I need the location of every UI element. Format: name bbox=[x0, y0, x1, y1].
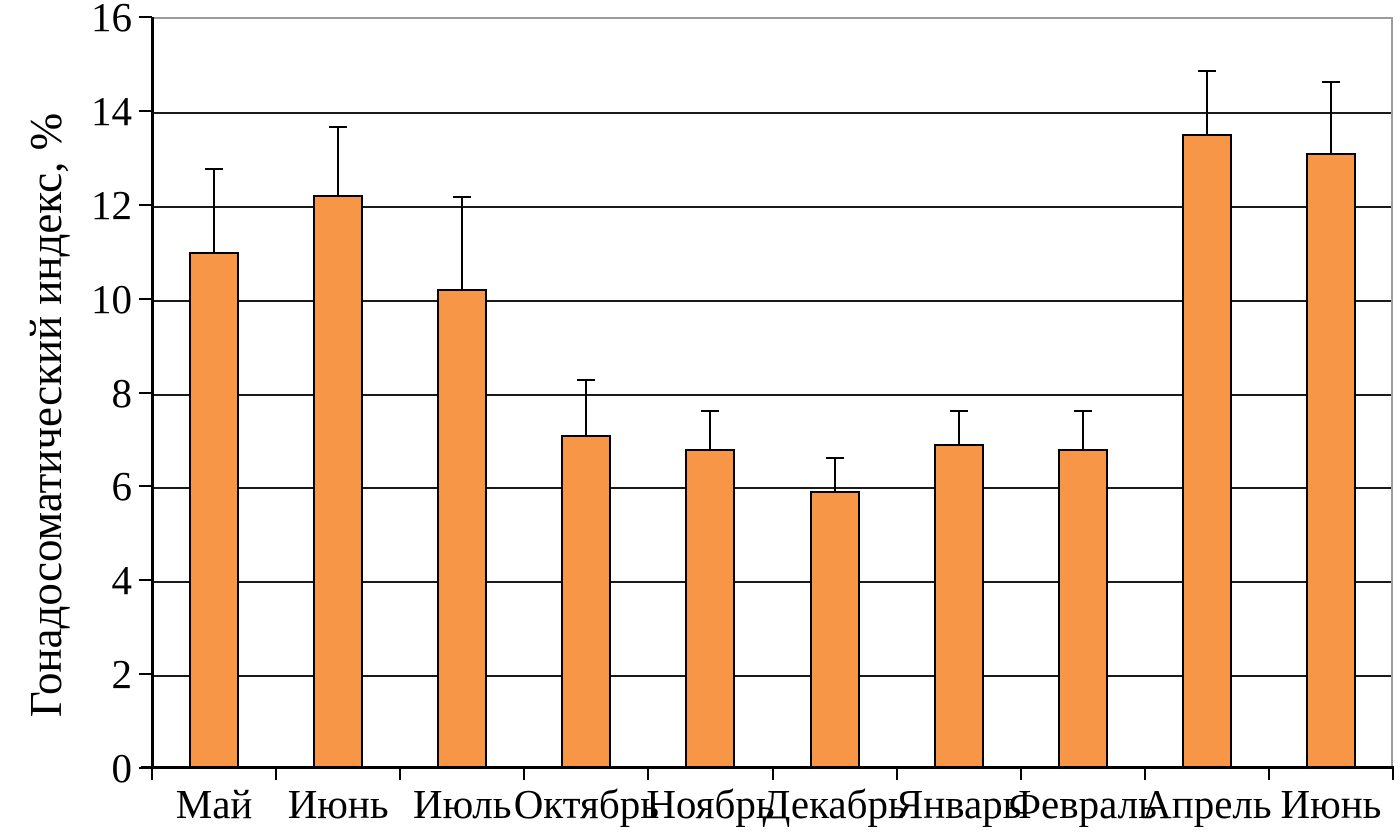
bar-5-ноябрь bbox=[685, 448, 736, 768]
bar-7-январь bbox=[933, 444, 984, 768]
x-tick-label-7-январь: Январь bbox=[895, 781, 1022, 827]
error-bar-stem-6 bbox=[833, 457, 836, 494]
x-tick-label-10-июнь: Июнь bbox=[1280, 781, 1382, 827]
x-axis-tick-5 bbox=[771, 769, 774, 780]
y-tick-label-14: 14 bbox=[91, 87, 132, 134]
x-axis-tick-3 bbox=[523, 769, 526, 780]
x-axis-tick-1 bbox=[275, 769, 278, 780]
x-tick-label-8-февраль: Февраль bbox=[1008, 781, 1157, 827]
bar-8-февраль bbox=[1057, 448, 1108, 768]
x-tick-label-4-октябрь: Октябрь bbox=[513, 781, 659, 827]
x-axis-tick-6 bbox=[895, 769, 898, 780]
y-axis-tick-8 bbox=[139, 391, 152, 394]
x-tick-label-6-декабрь: Декабрь bbox=[762, 781, 907, 827]
x-axis-tick-7 bbox=[1019, 769, 1022, 780]
error-bar-cap-4 bbox=[577, 379, 596, 382]
y-axis-tick-2 bbox=[139, 673, 152, 676]
x-axis-tick-4 bbox=[647, 769, 650, 780]
x-axis-tick-2 bbox=[399, 769, 402, 780]
error-bar-cap-5 bbox=[701, 409, 720, 412]
bar-2-июнь bbox=[313, 195, 364, 768]
y-tick-label-10: 10 bbox=[91, 275, 132, 322]
bar-3-июль bbox=[437, 289, 488, 768]
y-axis-tick-12 bbox=[139, 203, 152, 206]
y-tick-label-6: 6 bbox=[111, 463, 133, 510]
y-axis-tick-4 bbox=[139, 579, 152, 582]
bar-9-апрель bbox=[1181, 134, 1232, 768]
error-bar-cap-6 bbox=[825, 456, 844, 459]
y-axis-line bbox=[151, 17, 154, 769]
gridline-2 bbox=[152, 675, 1391, 678]
error-bar-stem-1 bbox=[213, 169, 216, 254]
bar-6-декабрь bbox=[809, 491, 860, 768]
y-tick-label-0: 0 bbox=[111, 745, 133, 791]
x-axis-tick-10 bbox=[1392, 769, 1394, 780]
y-axis-tick-14 bbox=[139, 109, 152, 112]
error-bar-stem-10 bbox=[1329, 82, 1332, 156]
error-bar-cap-10 bbox=[1321, 81, 1340, 84]
x-tick-label-5-ноябрь: Ноябрь bbox=[646, 781, 775, 827]
gridline-14 bbox=[152, 111, 1391, 114]
y-tick-label-12: 12 bbox=[91, 181, 132, 228]
x-axis-line bbox=[141, 766, 1394, 769]
x-tick-label-9-апрель: Апрель bbox=[1142, 781, 1272, 827]
error-bar-stem-4 bbox=[585, 380, 588, 437]
y-tick-label-8: 8 bbox=[111, 369, 133, 416]
y-axis-tick-6 bbox=[139, 485, 152, 488]
gridline-10 bbox=[152, 299, 1391, 302]
error-bar-stem-8 bbox=[1081, 410, 1084, 451]
error-bar-stem-9 bbox=[1205, 70, 1208, 137]
x-axis-tick-8 bbox=[1143, 769, 1146, 780]
error-bar-stem-2 bbox=[337, 126, 340, 198]
error-bar-cap-3 bbox=[453, 196, 472, 199]
y-axis-tick-0 bbox=[139, 767, 152, 769]
gridline-8 bbox=[152, 393, 1391, 396]
error-bar-cap-7 bbox=[949, 409, 968, 412]
x-axis-tick-9 bbox=[1267, 769, 1270, 780]
error-bar-stem-3 bbox=[461, 197, 464, 292]
x-tick-label-2-июнь: Июнь bbox=[287, 781, 389, 827]
x-axis-tick-0 bbox=[151, 769, 153, 780]
gridline-6 bbox=[152, 487, 1391, 490]
y-axis-tick-10 bbox=[139, 297, 152, 300]
error-bar-cap-2 bbox=[329, 125, 348, 128]
error-bar-cap-8 bbox=[1073, 409, 1092, 412]
y-tick-label-16: 16 bbox=[91, 0, 132, 40]
gridline-4 bbox=[152, 581, 1391, 584]
error-bar-cap-1 bbox=[205, 168, 224, 171]
y-tick-label-4: 4 bbox=[111, 557, 133, 604]
plot-area bbox=[152, 17, 1393, 768]
error-bar-cap-9 bbox=[1197, 69, 1216, 72]
bar-4-октябрь bbox=[561, 434, 612, 768]
bar-1-май bbox=[189, 251, 240, 768]
bar-10-июнь bbox=[1305, 153, 1356, 768]
y-axis-tick-16 bbox=[139, 16, 152, 18]
gridline-12 bbox=[152, 205, 1391, 208]
x-tick-label-3-июль: Июль bbox=[413, 781, 512, 827]
error-bar-stem-7 bbox=[957, 410, 960, 447]
y-tick-label-2: 2 bbox=[111, 651, 133, 698]
error-bar-stem-5 bbox=[709, 410, 712, 451]
x-tick-label-1-май: Май bbox=[175, 781, 253, 827]
